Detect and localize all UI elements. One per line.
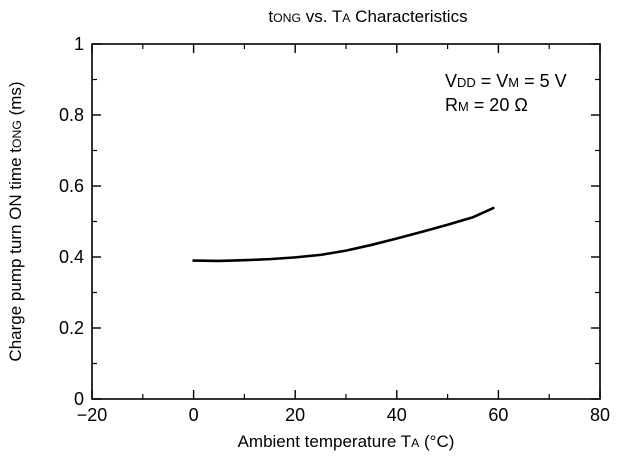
annotation-subscript-2: M (508, 75, 519, 90)
x-axis-title-text: Ambient temperature T (238, 432, 412, 451)
chart-title-text-2: vs. T (301, 7, 342, 26)
annotation-text-2: = V (476, 71, 509, 91)
y-tick-label: 0.6 (59, 176, 84, 196)
x-tick-label: 40 (387, 405, 407, 425)
series-line (192, 206, 495, 263)
x-axis-title: Ambient temperature TA (°C) (238, 432, 455, 451)
chart-title-subscript-2: A (342, 11, 351, 25)
axis-ticks (91, 43, 601, 400)
x-tick-label: 20 (285, 405, 305, 425)
x-tick-label: 0 (189, 405, 199, 425)
y-tick-label: 0.8 (59, 105, 84, 125)
annotations: VDD = VM = 5 VRM = 20 Ω (445, 71, 567, 115)
series-group (192, 206, 495, 263)
y-axis-title-text: Charge pump turn ON time t (6, 148, 25, 362)
y-tick-label: 0 (74, 389, 84, 409)
annotation-subscript: DD (457, 75, 476, 90)
chart-title-text-3: Characteristics (350, 7, 467, 26)
y-tick-labels: 0 0.2 0.4 0.6 0.8 1 (59, 34, 84, 409)
annotation-subscript: M (458, 99, 469, 114)
x-tick-labels: −20 0 20 40 60 80 (77, 405, 610, 425)
y-tick-label: 0.2 (59, 318, 84, 338)
y-axis-title-text-2: (ms) (6, 81, 25, 120)
annotation-text-2: = 20 Ω (469, 95, 528, 115)
chart-title-text: t (268, 7, 273, 26)
chart-title: tONG vs. TA Characteristics (268, 7, 467, 26)
y-axis-title: Charge pump turn ON time tONG (ms) (6, 81, 25, 361)
x-tick-label: −20 (77, 405, 108, 425)
annotation-text: VDD = VM = 5 V (445, 71, 567, 91)
x-tick-label: 60 (488, 405, 508, 425)
annotation-text: RM = 20 Ω (445, 95, 528, 115)
annotation-text: R (445, 95, 458, 115)
annotation-text: V (445, 71, 457, 91)
y-axis-title-subscript: ONG (10, 120, 24, 148)
y-tick-label: 1 (74, 34, 84, 54)
x-tick-label: 80 (590, 405, 610, 425)
x-axis-title-subscript: A (411, 436, 420, 450)
y-tick-label: 0.4 (59, 247, 84, 267)
annotation-text-3: = 5 V (519, 71, 567, 91)
x-axis-title-text-2: (°C) (419, 432, 454, 451)
chart-title-subscript: ONG (273, 11, 301, 25)
